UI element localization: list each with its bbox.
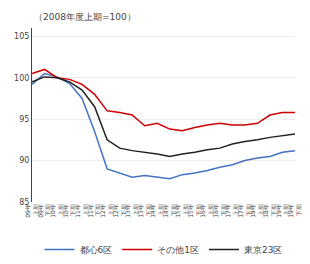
svg-text:85: 85 <box>19 198 29 207</box>
svg-text:11年下期: 11年下期 <box>87 204 102 218</box>
svg-text:14年下期: 14年下期 <box>162 204 177 218</box>
svg-text:18年上期: 18年上期 <box>249 204 264 218</box>
svg-text:18年下期: 18年下期 <box>262 204 277 218</box>
svg-text:11年上期: 11年上期 <box>74 204 89 218</box>
svg-text:09年上期: 09年上期 <box>24 204 39 218</box>
svg-text:13年下期: 13年下期 <box>137 204 152 218</box>
svg-text:14年上期: 14年上期 <box>149 204 164 218</box>
svg-text:105: 105 <box>14 32 29 41</box>
svg-text:12年上期: 12年上期 <box>99 204 114 218</box>
svg-text:90: 90 <box>19 156 29 165</box>
svg-text:19年下期: 19年下期 <box>287 204 302 218</box>
svg-text:16年上期: 16年上期 <box>199 204 214 218</box>
svg-text:100: 100 <box>14 74 29 83</box>
svg-text:15年下期: 15年下期 <box>187 204 202 218</box>
svg-text:都心6区: 都心6区 <box>80 245 113 255</box>
svg-text:19年上期: 19年上期 <box>275 204 290 218</box>
svg-text:16年下期: 16年下期 <box>212 204 227 218</box>
svg-text:12年下期: 12年下期 <box>112 204 127 218</box>
svg-text:（2008年度上期=100）: （2008年度上期=100） <box>34 12 136 22</box>
svg-text:13年上期: 13年上期 <box>124 204 139 218</box>
svg-text:09年下期: 09年下期 <box>37 204 52 218</box>
svg-text:東京23区: 東京23区 <box>244 245 282 255</box>
svg-text:10年下期: 10年下期 <box>62 204 77 218</box>
svg-text:その他1区: その他1区 <box>157 245 199 255</box>
svg-text:17年下期: 17年下期 <box>237 204 252 218</box>
svg-text:15年上期: 15年上期 <box>174 204 189 218</box>
svg-text:10年上期: 10年上期 <box>49 204 64 218</box>
svg-text:95: 95 <box>19 115 29 124</box>
svg-text:17年上期: 17年上期 <box>224 204 239 218</box>
